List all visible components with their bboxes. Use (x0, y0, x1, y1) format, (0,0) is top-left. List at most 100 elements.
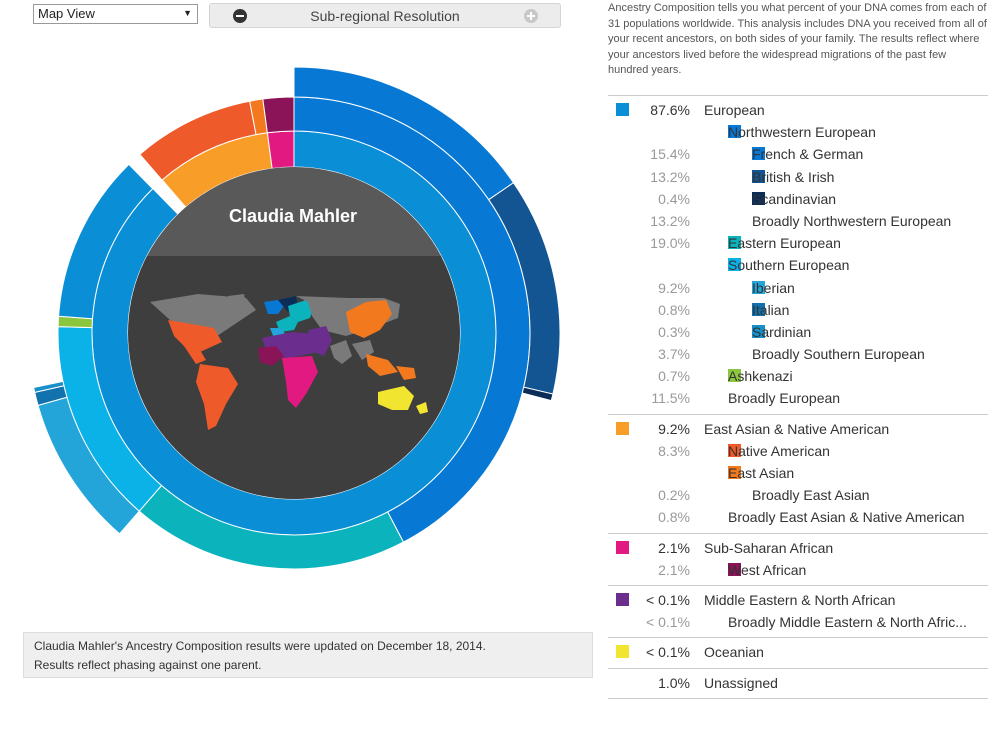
population-label: Native American (728, 442, 830, 459)
ancestry-row[interactable]: 0.8% Broadly East Asian & Native American (608, 506, 988, 528)
ancestry-row[interactable]: 0.8% Italian (608, 299, 988, 321)
percent-value: 0.2% (658, 487, 690, 504)
ancestry-row[interactable]: East Asian (608, 462, 988, 484)
percent-value: 87.6% (650, 102, 690, 118)
percent-value: < 0.1% (646, 614, 690, 631)
world-map (150, 294, 428, 430)
view-select-value: Map View (38, 6, 95, 21)
ancestry-row[interactable]: Southern European (608, 254, 988, 276)
ancestry-row[interactable]: 1.0% Unassigned (608, 672, 988, 694)
population-label: Oceanian (704, 644, 764, 661)
percent-value: 0.3% (658, 323, 690, 340)
ancestry-row[interactable]: 87.6% European (608, 99, 988, 121)
inner-ring-slice-sub-saharan-african[interactable] (266, 130, 295, 170)
percent-value: 9.2% (658, 279, 690, 296)
outer-ring-slice-sardinian[interactable] (33, 380, 65, 394)
color-swatch (728, 258, 741, 272)
percent-value: 15.4% (650, 146, 690, 163)
color-swatch (752, 302, 765, 316)
ancestry-row[interactable]: 2.1% West African (608, 559, 988, 581)
ancestry-row[interactable]: 11.5% Broadly European (608, 387, 988, 409)
population-label: Eastern European (728, 235, 841, 252)
ancestry-table: 87.6% European Northwestern European 15.4% F… (608, 95, 988, 699)
minus-icon[interactable] (233, 9, 247, 23)
color-swatch (616, 592, 629, 606)
population-label: Northwestern European (728, 124, 876, 141)
population-label: Broadly Southern European (752, 346, 925, 363)
percent-value: 13.2% (650, 168, 690, 185)
outer-ring-slice-scandinavian[interactable] (521, 386, 554, 402)
ancestry-row[interactable]: 0.2% Broadly East Asian (608, 484, 988, 506)
color-swatch (616, 103, 629, 116)
color-swatch (616, 421, 629, 435)
percent-value: 0.8% (658, 509, 690, 526)
percent-value: < 0.1% (646, 644, 690, 661)
ancestry-row[interactable]: 3.7% Broadly Southern European (608, 343, 988, 365)
population-label: Ashkenazi (728, 368, 793, 385)
percent-value: 0.8% (658, 301, 690, 318)
view-select[interactable]: Map View ▼ (33, 4, 198, 24)
population-label: Iberian (752, 279, 795, 296)
color-swatch (728, 369, 741, 383)
middle-ring-slice-west-african[interactable] (262, 96, 295, 134)
person-name: Claudia Mahler (229, 206, 357, 226)
ancestry-row[interactable]: 9.2% Iberian (608, 277, 988, 299)
population-label: Unassigned (704, 674, 778, 691)
percent-value: 0.7% (658, 368, 690, 385)
population-label: West African (728, 561, 807, 578)
ancestry-group: 1.0% Unassigned (608, 667, 988, 698)
percent-value: 3.7% (658, 346, 690, 363)
percent-value: 13.2% (650, 212, 690, 229)
color-swatch (728, 236, 741, 250)
population-label: Broadly East Asian & Native American (728, 509, 965, 526)
intro-text: Ancestry Composition tells you what perc… (608, 2, 987, 76)
update-notice: Claudia Mahler's Ancestry Composition re… (23, 632, 593, 678)
table-bottom-rule (608, 697, 988, 699)
ancestry-row[interactable]: 0.7% Ashkenazi (608, 365, 988, 387)
color-swatch (752, 147, 765, 161)
ancestry-row[interactable]: 8.3% Native American (608, 440, 988, 462)
ancestry-row[interactable]: < 0.1% Oceanian (608, 641, 988, 663)
percent-value: 0.4% (658, 190, 690, 207)
population-label: French & German (752, 146, 864, 163)
population-label: Italian (752, 301, 790, 318)
ancestry-row[interactable]: 13.2% Broadly Northwestern European (608, 210, 988, 232)
color-swatch (728, 562, 741, 576)
population-label: Middle Eastern & North African (704, 591, 896, 608)
ancestry-row[interactable]: 13.2% British & Irish (608, 166, 988, 188)
notice-line-1: Claudia Mahler's Ancestry Composition re… (34, 639, 486, 653)
percent-value: 8.3% (658, 442, 690, 459)
color-swatch (752, 191, 765, 205)
percent-value: 2.1% (658, 539, 690, 556)
ancestry-row[interactable]: 0.4% Scandinavian (608, 188, 988, 210)
ancestry-row[interactable]: < 0.1% Middle Eastern & North African (608, 589, 988, 611)
color-swatch (728, 443, 741, 457)
population-label: East Asian & Native American (704, 420, 890, 437)
chevron-down-icon: ▼ (183, 8, 192, 18)
ancestry-group: < 0.1% Middle Eastern & North African < 0.… (608, 584, 988, 637)
ancestry-row[interactable]: < 0.1% Broadly Middle Eastern & North Afr… (608, 611, 988, 633)
percent-value: 1.0% (658, 674, 690, 691)
percent-value: 11.5% (651, 390, 690, 407)
ancestry-row[interactable]: 15.4% French & German (608, 143, 988, 165)
plus-icon[interactable] (524, 9, 538, 23)
population-label: East Asian (728, 465, 795, 481)
ancestry-chart: Claudia Mahler (33, 66, 561, 570)
middle-ring-slice-broadly-european[interactable] (58, 163, 154, 320)
ancestry-row[interactable]: 2.1% Sub-Saharan African (608, 537, 988, 559)
population-label: British & Irish (752, 168, 835, 185)
percent-value: 9.2% (658, 420, 690, 437)
percent-value: < 0.1% (646, 591, 690, 608)
ancestry-row[interactable]: 19.0% Eastern European (608, 232, 988, 254)
population-label: Broadly European (728, 390, 841, 407)
ancestry-group: 2.1% Sub-Saharan African 2.1% West African (608, 532, 988, 585)
percent-value: 2.1% (658, 561, 690, 578)
population-label: Broadly East Asian (752, 487, 870, 504)
ancestry-row[interactable]: 0.3% Sardinian (608, 321, 988, 343)
population-label: Broadly Northwestern European (752, 212, 952, 229)
ancestry-row[interactable]: Northwestern European (608, 121, 988, 143)
population-label: Sub-Saharan African (704, 539, 834, 556)
population-label: Scandinavian (752, 190, 837, 207)
percent-value: 19.0% (650, 235, 690, 252)
ancestry-row[interactable]: 9.2% East Asian & Native American (608, 418, 988, 440)
